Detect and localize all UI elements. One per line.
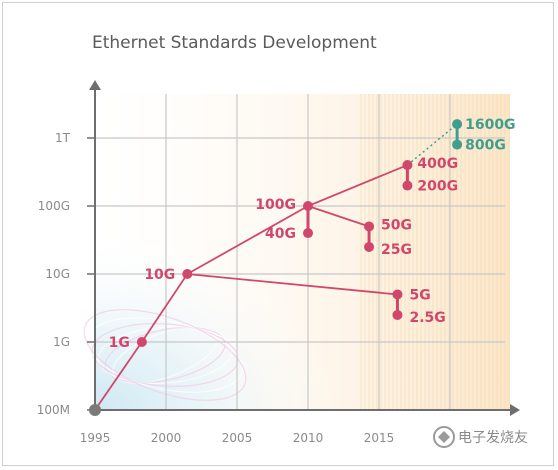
data-label: 25G: [381, 242, 412, 258]
y-tick-label: 100M: [37, 403, 70, 417]
data-label: 50G: [381, 217, 412, 233]
watermark-logo-mark: [438, 431, 450, 443]
origin-point: [89, 404, 101, 416]
data-point: [392, 309, 403, 320]
data-label: 40G: [265, 226, 296, 242]
data-label: 200G: [417, 179, 458, 195]
data-point: [402, 180, 413, 191]
grid: [95, 94, 505, 410]
data-label: 100G: [255, 197, 296, 213]
branch-line: [187, 273, 398, 296]
data-label: 800G: [465, 138, 506, 154]
data-point: [303, 228, 313, 239]
data-point: [452, 139, 463, 150]
y-tick-labels: 100M 1G 10G 100G 1T: [37, 131, 95, 417]
swirl-decoration: [91, 323, 239, 387]
data-point: [182, 269, 193, 279]
x-tick-label: 2000: [151, 431, 182, 445]
data-point: [136, 337, 147, 347]
data-point: [452, 119, 463, 130]
swirl-decoration: [83, 309, 247, 401]
cool-gradient: [95, 230, 345, 410]
data-label: 5G: [409, 287, 430, 303]
y-axis-arrow-icon: [89, 80, 101, 90]
data-labels: 1G 10G 100G 40G 50G 25G 5G 2.5G 400G 200G 1600G 800…: [109, 117, 516, 351]
future-trend-line: [406, 123, 458, 166]
data-point: [392, 289, 403, 300]
stripe-texture: [360, 94, 510, 410]
x-axis-arrow-icon: [510, 404, 520, 416]
x-tick-label: 1995: [80, 431, 111, 445]
swirl-decoration: [97, 326, 233, 384]
data-point: [364, 241, 375, 252]
data-point: [402, 160, 413, 171]
watermark-logo-icon: [433, 426, 455, 448]
y-tick-label: 1T: [55, 131, 71, 145]
data-point: [364, 221, 375, 232]
y-tick-label: 1G: [53, 335, 70, 349]
x-tick-label: 2005: [222, 431, 253, 445]
swirl-decoration: [86, 317, 244, 393]
branch-line: [307, 205, 370, 228]
data-points: [89, 119, 463, 416]
watermark-text: 电子发烧友: [458, 430, 528, 446]
data-label: 1600G: [465, 117, 515, 133]
x-tick-label: 2015: [364, 431, 395, 445]
plot-background: [83, 94, 510, 410]
x-tick-labels: 1995 2000 2005 2010 2015: [80, 431, 395, 445]
x-tick-label: 2010: [293, 431, 324, 445]
y-tick-label: 10G: [45, 267, 70, 281]
data-label: 400G: [417, 156, 458, 172]
data-label: 1G: [109, 335, 130, 351]
watermark: 电子发烧友: [433, 426, 528, 448]
data-point: [303, 201, 313, 211]
y-tick-label: 100G: [38, 199, 70, 213]
chart-title: Ethernet Standards Development: [92, 33, 377, 53]
data-label: 10G: [144, 267, 175, 283]
data-label: 2.5G: [409, 310, 445, 326]
